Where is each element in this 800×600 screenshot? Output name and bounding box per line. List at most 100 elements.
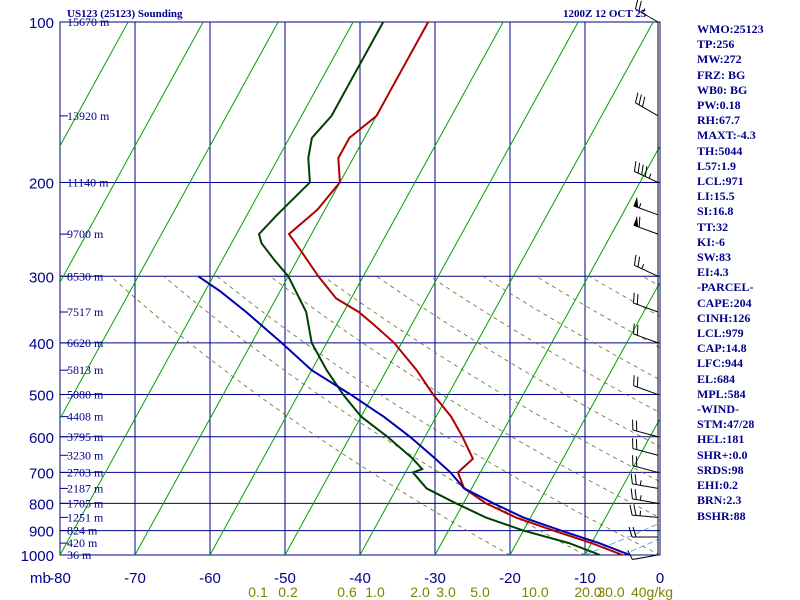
height-label: 2187 m [67,481,104,495]
index-item: SHR+:0.0 [697,447,748,462]
wind-barb [633,161,659,183]
wind-barb [633,292,659,313]
dry-adiabat [323,275,660,483]
pressure-tick-label: 200 [29,175,54,192]
index-item: SRDS:98 [697,462,744,477]
index-item: FRZ: BG [697,67,746,82]
index-item: MW:272 [697,52,742,67]
pressure-tick-label: 700 [29,465,54,482]
height-label: 6620 m [67,336,104,350]
wind-barb [632,419,659,438]
height-label: 36 m [67,548,92,562]
height-label: 420 m [67,536,98,550]
wind-barb [630,473,659,489]
index-item: EI:4.3 [697,265,729,280]
index-item: CINH:126 [697,310,751,325]
height-label: 4408 m [67,410,104,424]
index-item: SW:83 [697,250,732,265]
index-item: WB0: BG [697,82,748,97]
pressure-tick-label: 1000 [21,548,54,565]
isotherm [60,22,204,284]
wind-barb [632,455,659,473]
index-item: LCL:971 [697,174,744,189]
height-label: 1705 m [67,496,104,510]
isotherm [60,22,129,147]
temp-tick-label: -80 [49,570,71,587]
wind-barb [634,92,659,117]
dry-adiabat [376,275,660,448]
temp-tick-label: -60 [199,570,221,587]
index-item: MPL:584 [697,386,746,401]
height-label: 3230 m [67,448,104,462]
isotherms [60,22,660,555]
index-item: TP:256 [697,37,735,52]
mixing-ratio-label: 20.0 [574,584,601,600]
dewpoint-line [257,22,601,555]
mixing-ratio-label: 1.0 [365,584,385,600]
dry-adiabat [163,275,586,555]
index-item: CAP:14.8 [697,341,747,356]
temperature-line [287,22,623,555]
index-item: RH:67.7 [697,113,740,128]
pressure-tick-label: 900 [29,524,54,541]
wind-barb [634,0,659,23]
index-item: HEL:181 [697,432,745,447]
pressure-tick-label: 400 [29,336,54,353]
height-label: 15670 m [67,15,110,29]
index-item: KI:-6 [697,234,725,249]
dry-adiabat [429,275,660,414]
mixing-ratio-label: 5.0 [470,584,490,600]
temp-tick-label: -10 [574,570,596,587]
height-label: 1251 m [67,510,104,524]
pressure-tick-label: 600 [29,430,54,447]
index-item: MAXT:-4.3 [697,128,756,143]
mixing-ratio-label: 2.0 [410,584,430,600]
mixing-ratio-label: 0.2 [278,584,298,600]
index-item: STM:47/28 [697,417,755,432]
index-item: TH:5044 [697,143,743,158]
height-label: 7517 m [67,305,104,319]
wind-barb [628,526,658,538]
indices-panel: WMO:25123 TP:256 MW:272 FRZ: BG WB0: BG PW:0.… [697,22,797,524]
height-label: 8530 m [67,269,104,283]
index-item: PW:0.18 [697,98,741,113]
wind-barb [633,375,659,396]
mixing-ratio-label: 0.6 [337,584,357,600]
index-item: EL:684 [697,371,736,386]
isotherm [209,22,504,555]
isotherm [434,144,660,555]
height-label: 5080 m [67,388,104,402]
index-item: -WIND- [697,402,739,417]
temp-tick-label: -40 [349,570,371,587]
isotherm [509,281,660,555]
pressure-unit-label: mb [30,570,51,587]
pressure-tick-label: 100 [29,15,54,32]
pressure-tick-label: 300 [29,269,54,286]
mixing-ratio-label: 3.0 [436,584,456,600]
index-item: BSHR:88 [697,508,746,523]
index-item: CAPE:204 [697,295,752,310]
grid [59,21,661,556]
index-item: LFC:944 [697,356,743,371]
dry-adiabats [110,275,660,555]
axis-labels: 100 200 300 400 500 600 700 800 900 1000 mb-80 -70 -… [21,15,673,600]
wind-barb [630,488,659,504]
wind-barb [627,549,659,561]
pressure-tick-label: 800 [29,496,54,513]
index-item: EHI:0.2 [697,478,739,493]
height-label: 5813 m [67,363,104,377]
parcel-line [197,275,631,555]
index-item: BRN:2.3 [697,493,742,508]
height-label: 3795 m [67,430,104,444]
temp-tick-label: -30 [424,570,446,587]
temp-tick-label: 0 [656,570,664,587]
mixing-ratio-label: 30.0 [597,584,624,600]
pressure-tick-label: 500 [29,388,54,405]
isotherm [359,22,654,555]
mixing-ratio-label: 0.1 [248,584,268,600]
height-label: 824 m [67,524,98,538]
height-label: 11140 m [67,175,109,189]
wind-barb [632,438,659,456]
sounding-traces [197,22,631,555]
isotherm [60,22,354,555]
